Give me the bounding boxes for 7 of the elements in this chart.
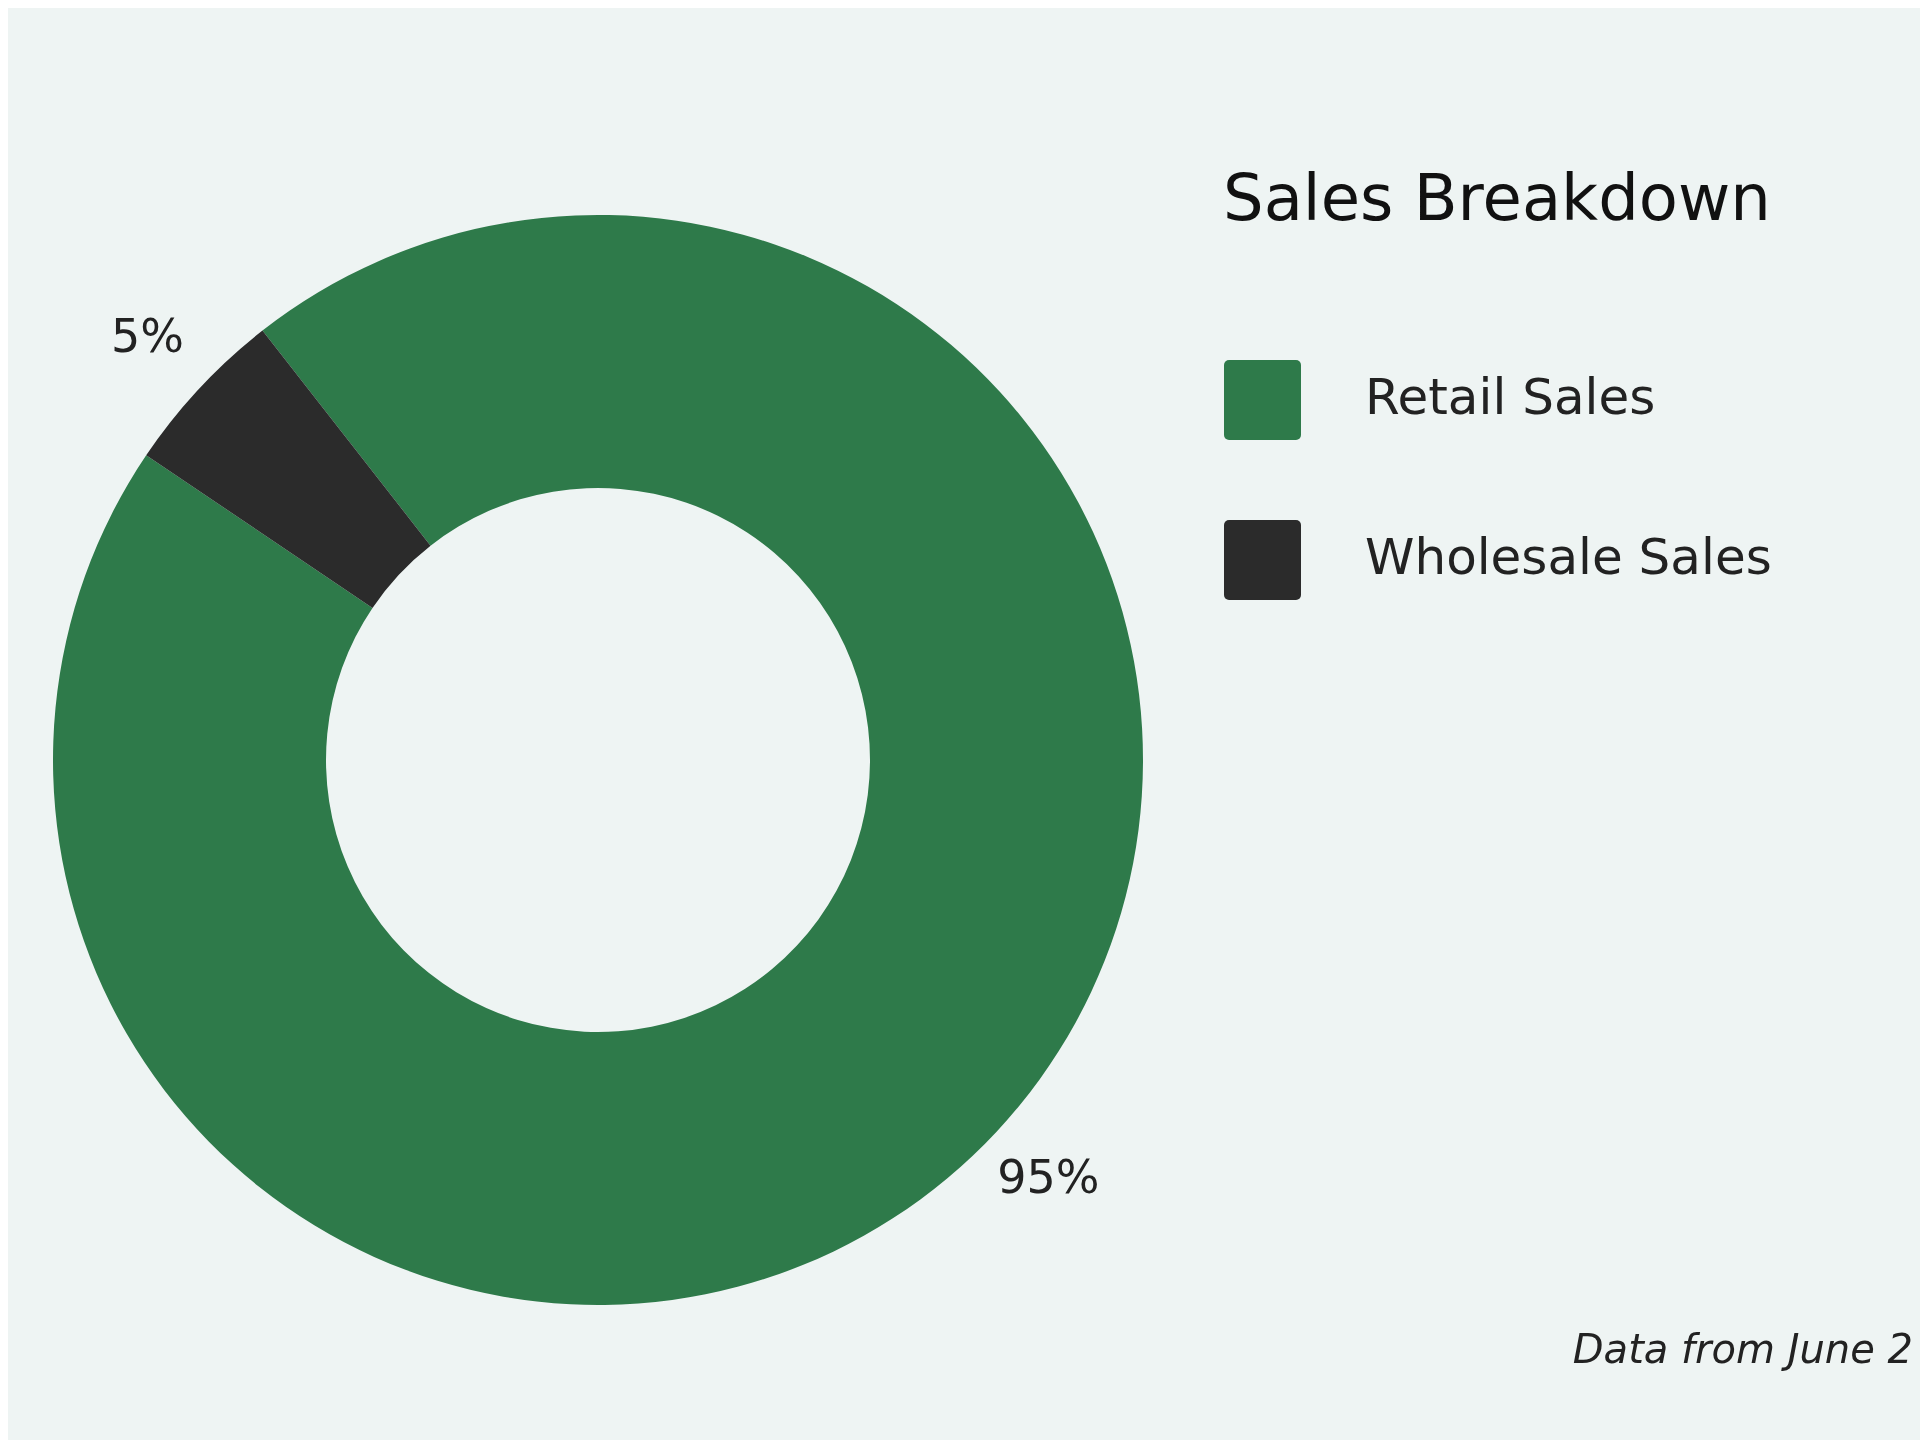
donut-slice: [53, 215, 1143, 1305]
legend-title: Sales Breakdown: [1223, 161, 1771, 235]
legend-label: Retail Sales: [1365, 367, 1656, 426]
text: Data from June 2: [1572, 1326, 1913, 1372]
data-label: 95%: [997, 1149, 1100, 1204]
legend-label: Wholesale Sales: [1365, 527, 1772, 586]
data-label: 5%: [111, 309, 185, 364]
